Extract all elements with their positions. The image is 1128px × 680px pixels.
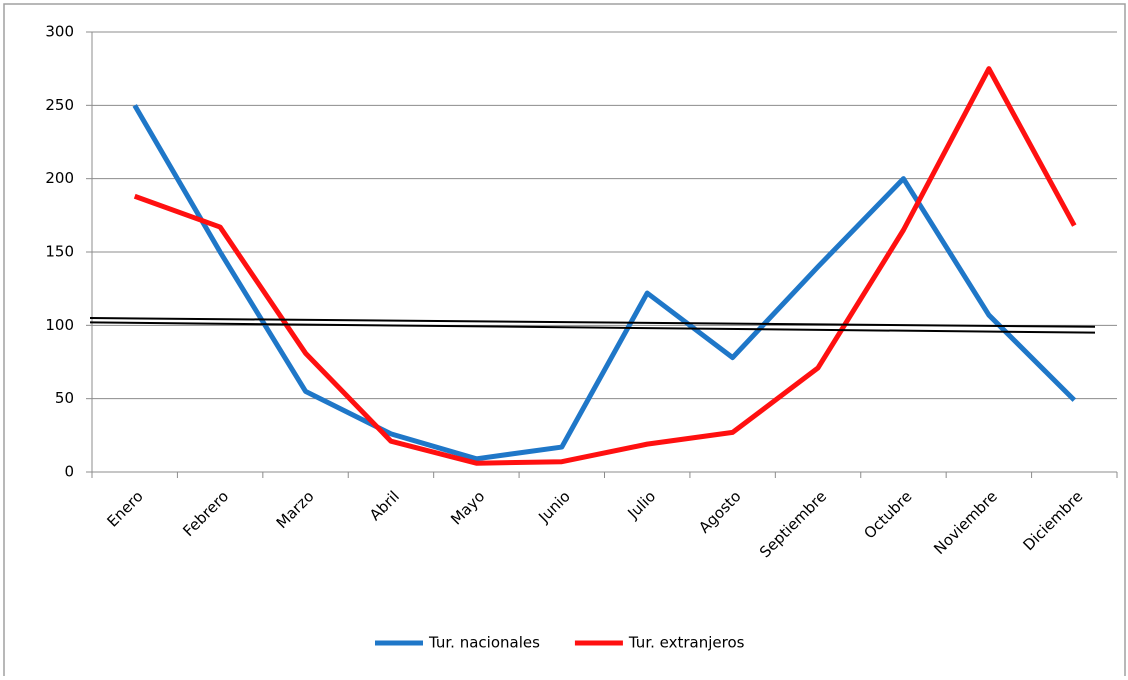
y-tick-label: 150 xyxy=(45,243,74,261)
y-tick-label: 50 xyxy=(55,389,74,407)
y-tick-label: 0 xyxy=(64,463,74,481)
y-tick-label: 300 xyxy=(45,23,74,41)
trendline xyxy=(89,321,1096,334)
legend-label: Tur. nacionales xyxy=(428,634,540,652)
series-line xyxy=(133,66,1077,466)
legend-label: Tur. extranjeros xyxy=(628,634,745,652)
chart-frame xyxy=(3,3,1126,680)
y-tick-label: 250 xyxy=(45,96,74,114)
y-tick-label: 200 xyxy=(45,169,74,187)
trendline xyxy=(89,317,1096,328)
y-tick-label: 100 xyxy=(45,316,74,334)
